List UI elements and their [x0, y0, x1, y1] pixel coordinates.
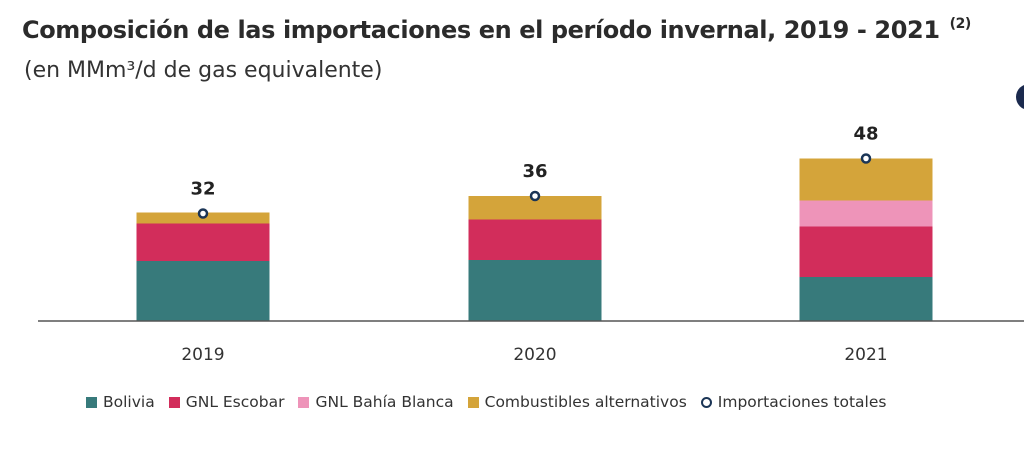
bar-segment-2021-combustibles-alternativos [799, 158, 933, 201]
title-footnote-marker: (2) [949, 16, 972, 32]
total-data-label-2019: 32 [190, 179, 215, 200]
chart-title: Composición de las importaciones en el p… [22, 16, 971, 44]
legend-item-importaciones-totales: Importaciones totales [700, 393, 887, 411]
bar-segment-2020-bolivia [468, 260, 602, 321]
chart-legend: Bolivia GNL Escobar GNL Bahía Blanca Com… [86, 393, 900, 411]
chart-title-text: Composición de las importaciones en el p… [22, 16, 940, 44]
legend-swatch-gnl-bahia-blanca [298, 396, 310, 408]
x-tick-label-2021: 2021 [844, 345, 887, 365]
total-data-label-2021: 48 [853, 124, 878, 145]
legend-swatch-combustibles-alternativos [467, 396, 479, 408]
total-marker-2019 [197, 208, 209, 219]
info-badge-icon[interactable] [1016, 84, 1024, 110]
total-marker-2020 [529, 190, 541, 202]
legend-label-gnl-escobar: GNL Escobar [185, 393, 285, 411]
legend-label-gnl-bahia-blanca: GNL Bahía Blanca [315, 393, 454, 411]
total-data-label-2020: 36 [522, 161, 547, 182]
x-tick-label-2019: 2019 [181, 345, 224, 365]
legend-label-combustibles-alternativos: Combustibles alternativos [484, 393, 687, 411]
stacked-bar-chart: 2019 2020 2021 32 36 48 [38, 124, 1024, 365]
legend-item-gnl-escobar: GNL Escobar [168, 393, 285, 411]
bar-segment-2019-gnl-escobar [136, 223, 270, 261]
chart-subtitle: (en MMm³/d de gas equivalente) [24, 58, 383, 83]
legend-label-bolivia: Bolivia [103, 393, 155, 411]
legend-marker-importaciones-totales [700, 396, 712, 408]
legend-item-combustibles-alternativos: Combustibles alternativos [467, 393, 687, 411]
bar-segment-2021-gnl-bah-a-blanca [799, 200, 933, 227]
legend-swatch-bolivia [86, 396, 97, 408]
legend-swatch-gnl-escobar [168, 396, 180, 408]
total-marker-2021 [860, 153, 872, 164]
legend-item-gnl-bahia-blanca: GNL Bahía Blanca [298, 393, 454, 411]
bar-segment-2021-gnl-escobar [799, 226, 933, 277]
legend-label-importaciones-totales: Importaciones totales [717, 393, 887, 411]
bar-segment-2019-bolivia [136, 261, 270, 321]
bar-segment-2020-gnl-escobar [468, 219, 602, 260]
legend-item-bolivia: Bolivia [86, 393, 155, 411]
bar-segment-2020-combustibles-alternativos [468, 196, 602, 220]
x-tick-label-2020: 2020 [513, 345, 556, 365]
bar-segment-2021-bolivia [799, 277, 933, 321]
